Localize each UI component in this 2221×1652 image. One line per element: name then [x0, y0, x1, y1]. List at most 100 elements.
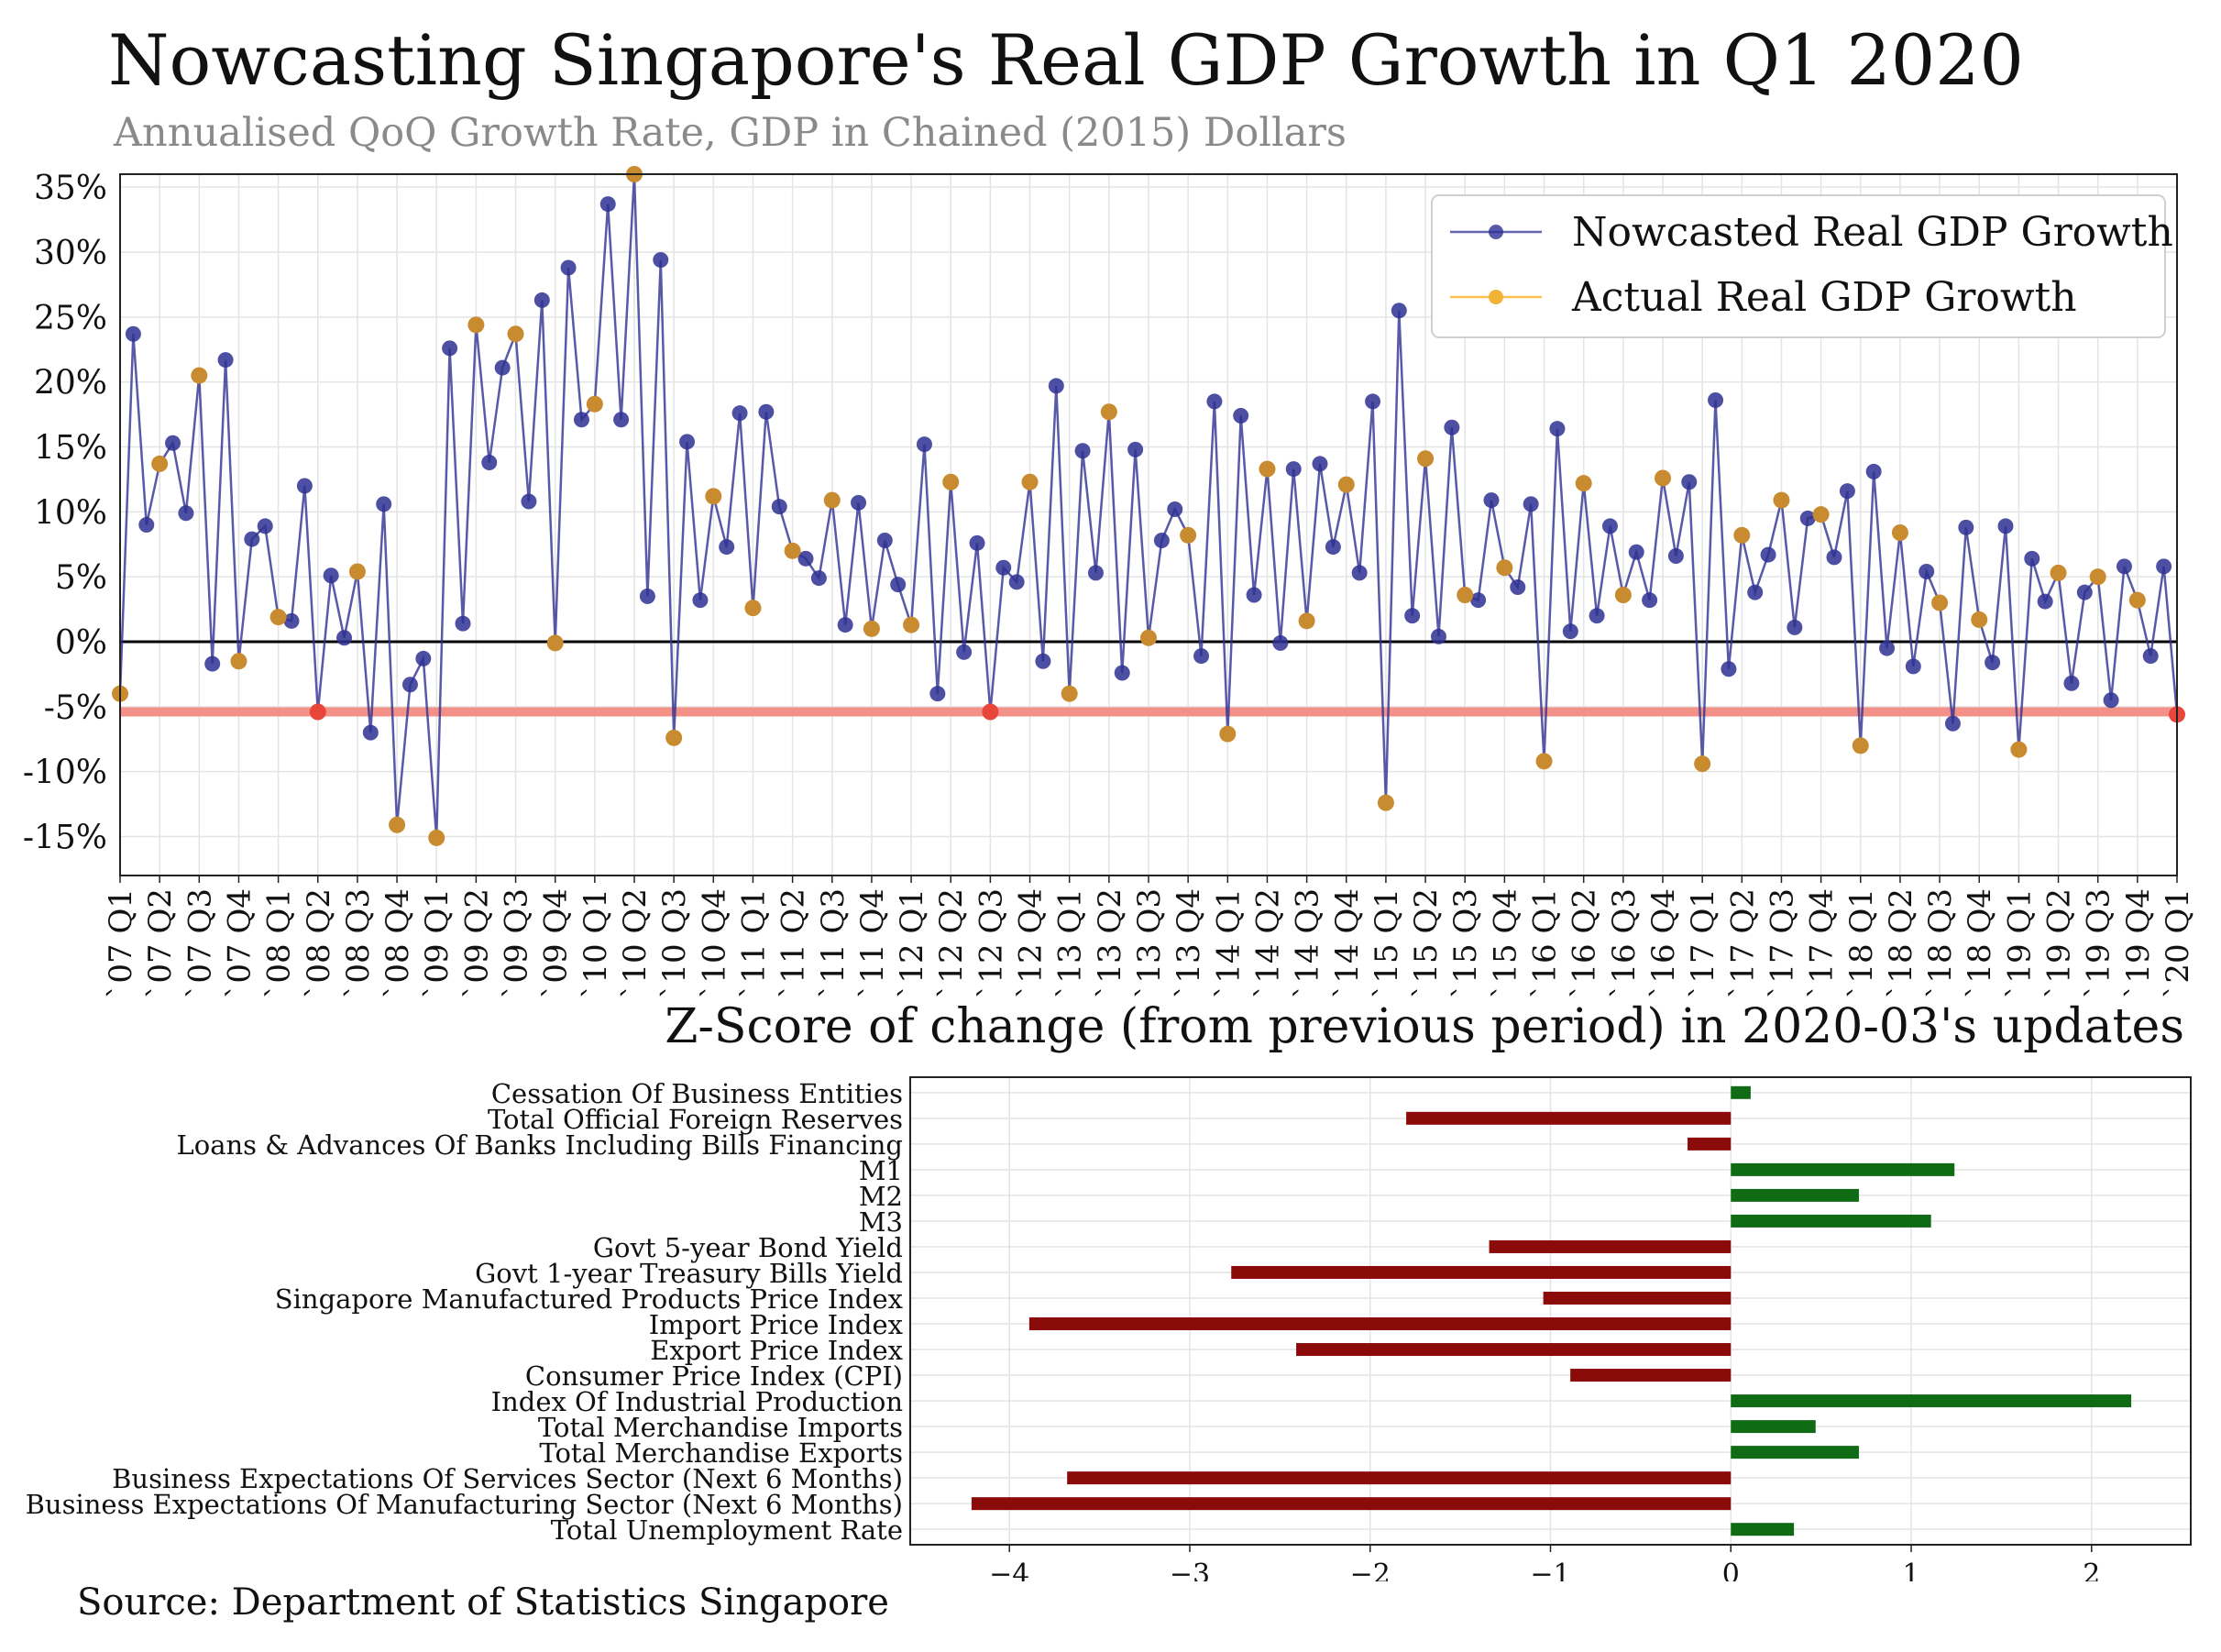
actual-point — [467, 316, 485, 334]
actual-point — [1733, 526, 1751, 544]
actual-point — [309, 703, 326, 721]
category-label: M3 — [859, 1206, 903, 1238]
x-tick-label: `15 Q2 — [1408, 888, 1445, 999]
x-tick-label: `07 Q2 — [142, 888, 179, 999]
y-tick-label: 15% — [34, 430, 107, 468]
x-tick-label: `15 Q4 — [1487, 888, 1523, 999]
x-tick-label: `09 Q2 — [458, 888, 495, 999]
gdp-growth-line-chart: -15% -10% -5% 0% 5% 10% 15% 20% 25% 30% 35% `07 Q1… — [23, 166, 2196, 999]
x-tick-label: 1 — [1902, 1558, 1919, 1581]
actual-point — [1575, 475, 1592, 492]
x-tick-label: `09 Q4 — [538, 888, 575, 999]
nowcast-point — [1865, 463, 1882, 479]
nowcast-point — [494, 359, 511, 376]
nowcast-point — [204, 655, 221, 672]
nowcast-point — [851, 494, 867, 511]
nowcast-point — [1312, 456, 1328, 472]
legend-nowcast-swatch-dot — [1489, 225, 1503, 239]
nowcast-point — [731, 405, 748, 422]
actual-point — [1694, 755, 1711, 773]
x-tick-label: 0 — [1722, 1558, 1740, 1581]
legend: Nowcasted Real GDP Growth Actual Real GD… — [1431, 194, 2173, 338]
x-axis-ticks: `07 Q1 `07 Q2 `07 Q3 `07 Q4 `08 Q1 `08 Q2 `08 … — [103, 876, 2196, 999]
actual-point — [1219, 725, 1237, 743]
actual-point — [1100, 403, 1117, 421]
plot-frame — [119, 173, 2178, 876]
actual-point — [2050, 564, 2067, 581]
category-label: Singapore Manufactured Products Price In… — [275, 1283, 903, 1315]
actual-point — [665, 729, 683, 746]
actual-point — [230, 653, 247, 670]
x-tick-label: −2 — [1350, 1558, 1391, 1581]
x-tick-label: `18 Q2 — [1883, 888, 1919, 999]
x-tick-label: `12 Q1 — [894, 888, 930, 999]
nowcast-point — [1074, 443, 1091, 459]
source-note: Source: Department of Statistics Singapo… — [77, 1581, 889, 1624]
category-label: Total Merchandise Exports — [539, 1437, 903, 1469]
nowcast-point — [995, 559, 1012, 576]
category-label: M2 — [859, 1181, 903, 1212]
x-tick-label: `08 Q1 — [261, 888, 298, 999]
category-label: Cessation Of Business Entities — [491, 1078, 903, 1109]
nowcast-point — [1127, 441, 1144, 457]
x-tick-label: `14 Q2 — [1249, 888, 1286, 999]
nowcast-point — [1470, 592, 1487, 609]
nowcast-point — [481, 455, 498, 470]
nowcast-point — [1008, 574, 1025, 590]
x-tick-label: `08 Q4 — [379, 888, 416, 999]
nowcast-point — [1839, 483, 1855, 500]
x-tick-label: `19 Q3 — [2081, 888, 2117, 999]
zscore-bar — [1067, 1471, 1732, 1485]
nowcast-point — [533, 292, 550, 308]
actual-point — [1377, 794, 1394, 811]
bar-chart-bars — [971, 1085, 2132, 1536]
actual-point — [546, 634, 564, 652]
actual-point — [269, 609, 287, 626]
zscore-bar — [1731, 1214, 1931, 1228]
x-tick-label: −3 — [1170, 1558, 1210, 1581]
actual-point — [507, 325, 524, 343]
nowcast-point — [1681, 474, 1698, 490]
nowcast-point — [719, 539, 735, 556]
x-tick-label: −1 — [1530, 1558, 1570, 1581]
actual-point — [1655, 469, 1671, 487]
zscore-bar — [1731, 1446, 1859, 1459]
nowcast-point — [138, 517, 155, 533]
actual-point — [1773, 491, 1790, 509]
x-tick-label: `07 Q3 — [181, 888, 218, 999]
nowcast-point — [1325, 539, 1341, 556]
nowcast-point — [1153, 533, 1170, 548]
nowcast-point — [2024, 550, 2040, 567]
nowcast-point — [1193, 648, 1210, 665]
actual-point — [744, 600, 762, 617]
chart-subtitle: Annualised QoQ Growth Rate, GDP in Chain… — [114, 110, 1347, 156]
actual-point — [1812, 506, 1830, 523]
y-axis-ticks: -15% -10% -5% 0% 5% 10% 15% 20% 25% 30% 35% — [23, 170, 107, 856]
nowcast-point — [1944, 715, 1961, 732]
nowcast-point — [336, 630, 353, 646]
x-tick-label: `10 Q1 — [577, 888, 614, 999]
nowcast-point — [1787, 619, 1803, 635]
nowcast-point — [442, 340, 458, 357]
nowcast-point — [165, 435, 181, 451]
y-tick-label: 25% — [34, 300, 107, 337]
actual-point — [2128, 591, 2146, 609]
zscore-bar — [1231, 1265, 1732, 1279]
zscore-bar — [1688, 1137, 1732, 1151]
nowcast-point — [1826, 549, 1842, 566]
nowcast-point — [1483, 492, 1500, 509]
zscore-bar — [1570, 1369, 1732, 1382]
nowcast-point — [1562, 623, 1578, 640]
nowcast-point — [283, 612, 300, 629]
nowcast-point — [797, 550, 814, 567]
zscore-bar — [1731, 1188, 1859, 1202]
actual-point — [2010, 741, 2028, 758]
actual-point — [1061, 685, 1078, 702]
actual-point — [1417, 450, 1435, 468]
zscore-bar — [1731, 1394, 2132, 1408]
nowcast-point — [1510, 579, 1526, 595]
chart-title: Nowcasting Singapore's Real GDP Growth i… — [108, 19, 2024, 101]
bar-plot-frame — [909, 1076, 2192, 1546]
